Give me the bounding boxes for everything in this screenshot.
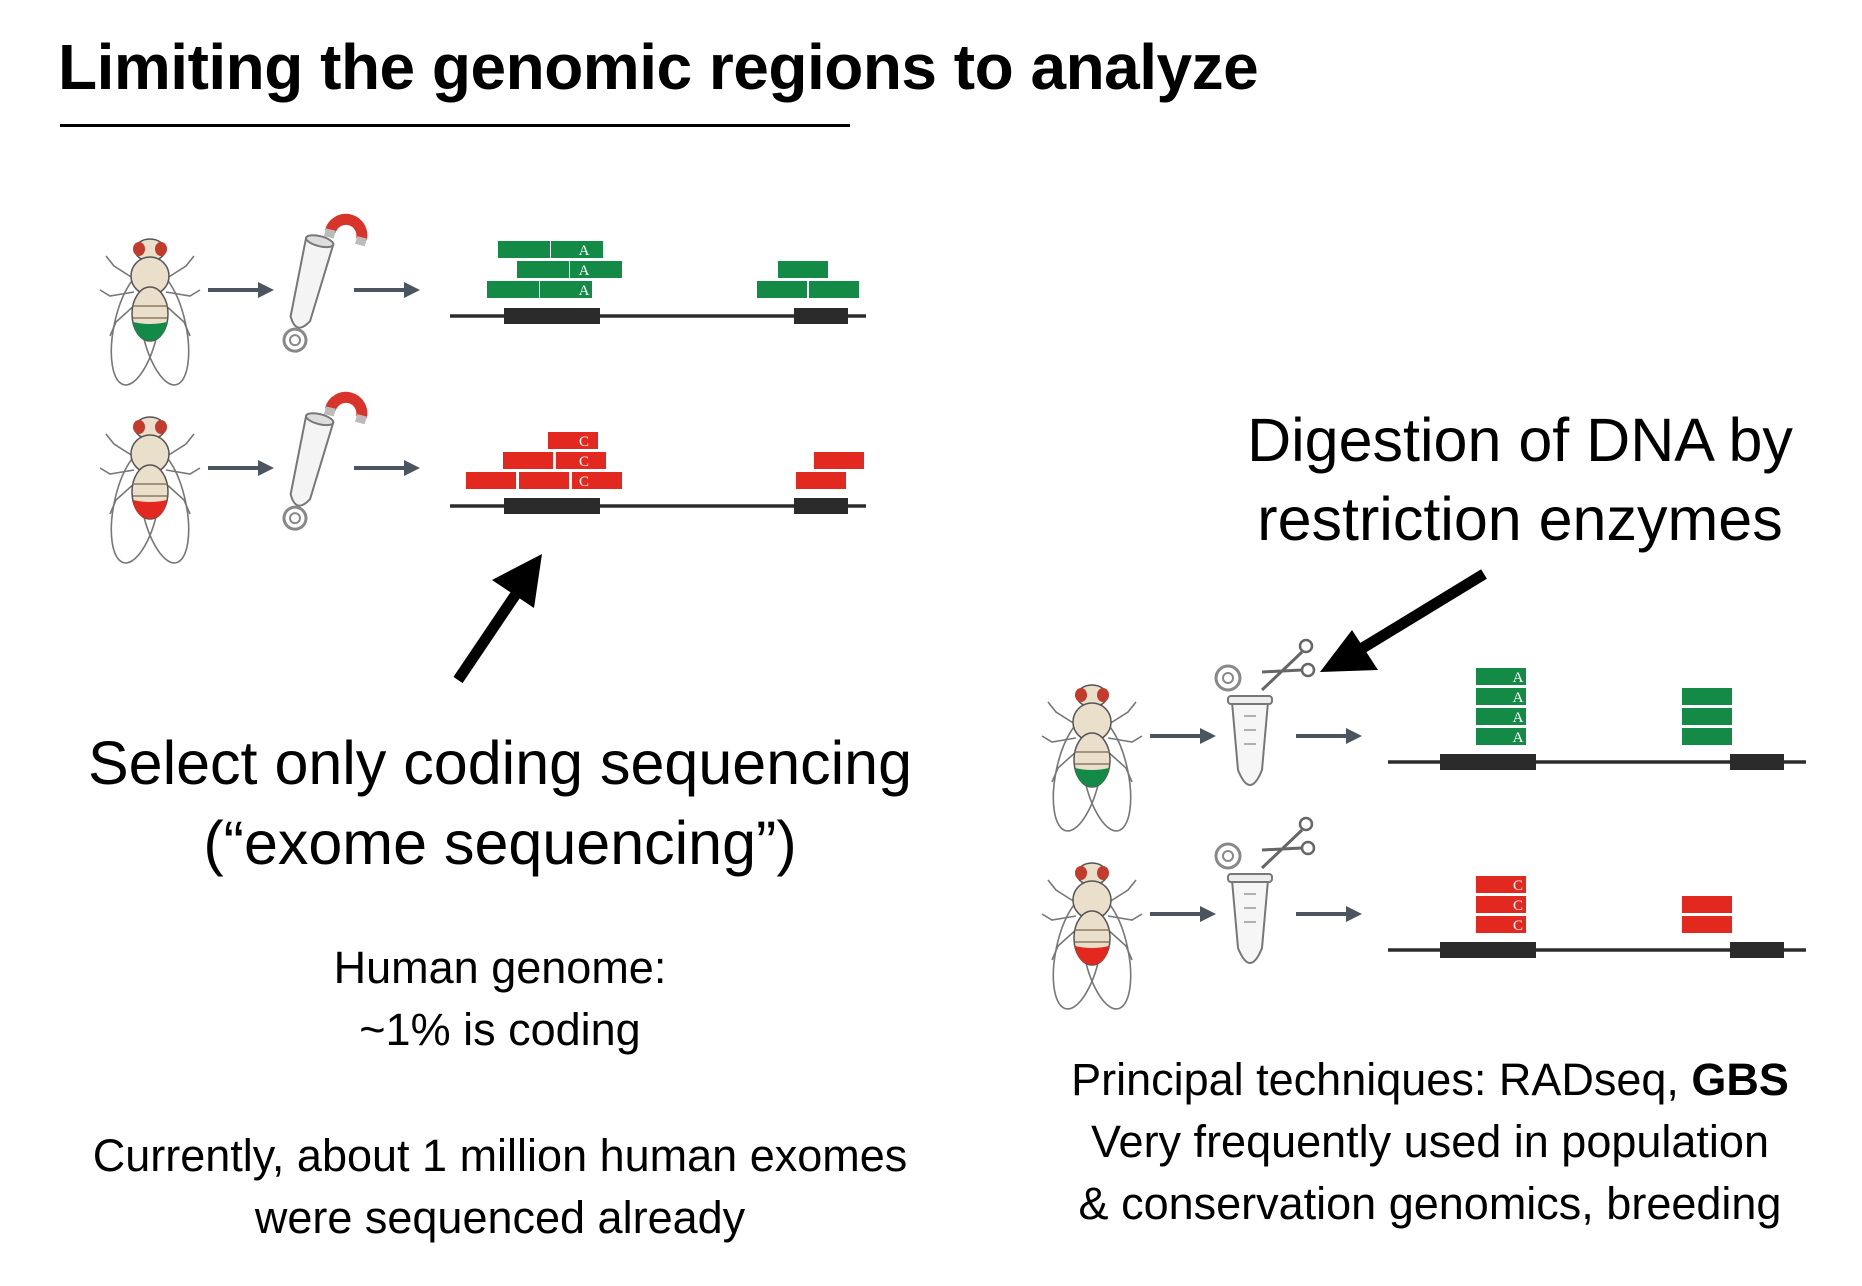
- techniques-line2: Very frequently used in population: [1091, 1116, 1769, 1167]
- allele-label: A: [579, 243, 590, 259]
- allele-label: A: [579, 283, 590, 299]
- exome-row-green: A A A: [99, 211, 866, 391]
- arrow-icon: [1294, 904, 1364, 924]
- exon: [504, 498, 600, 514]
- exon: [794, 498, 848, 514]
- exome-count-line1: Currently, about 1 million human exomes: [92, 1130, 908, 1181]
- allele-label: A: [579, 263, 590, 279]
- allele-label: A: [1513, 670, 1524, 686]
- allele-label: A: [1513, 730, 1524, 746]
- exon: [504, 308, 600, 324]
- techniques-line3: & conservation genomics, breeding: [1078, 1178, 1782, 1229]
- exome-count-line2: were sequenced already: [254, 1192, 746, 1243]
- exon: [1730, 754, 1784, 770]
- exon: [794, 308, 848, 324]
- allele-label: C: [1513, 918, 1523, 934]
- genome-note-line2: ~1% is coding: [359, 1004, 641, 1055]
- tube-with-magnet-icon: [279, 389, 370, 540]
- exome-heading-line1: Select only coding sequencing: [87, 729, 913, 797]
- techniques-gbs: GBS: [1691, 1054, 1789, 1105]
- arrow-icon: [352, 280, 422, 300]
- title-underline: [60, 124, 850, 127]
- arrow-icon: [1148, 904, 1218, 924]
- exon: [1440, 942, 1536, 958]
- digestion-pointer-arrow: [1320, 569, 1487, 672]
- fly-icon: [99, 238, 201, 391]
- fly-icon: [1041, 684, 1143, 837]
- arrow-icon: [352, 458, 422, 478]
- exome-pointer-arrow: [453, 554, 542, 684]
- arrow-icon: [1148, 726, 1218, 746]
- fly-icon: [1041, 862, 1143, 1015]
- arrow-icon: [206, 280, 276, 300]
- digest-row-red: C C C: [1041, 816, 1806, 1015]
- green-reads: [487, 241, 859, 298]
- exome-heading-line2: (“exome sequencing”): [203, 809, 797, 877]
- allele-label: C: [579, 474, 589, 490]
- arrow-icon: [206, 458, 276, 478]
- tube-with-scissors-icon: [1214, 638, 1316, 787]
- fly-icon: [99, 416, 201, 569]
- arrow-icon: [1294, 726, 1364, 746]
- genome-note-line1: Human genome:: [333, 942, 667, 993]
- allele-label: A: [1513, 710, 1524, 726]
- red-reads: [466, 432, 864, 489]
- allele-label: C: [1513, 878, 1523, 894]
- digestion-heading-line1: Digestion of DNA by: [1247, 406, 1793, 474]
- exome-row-red: C C C: [99, 389, 866, 569]
- exon: [1730, 942, 1784, 958]
- allele-label: C: [579, 454, 589, 470]
- tube-with-magnet-icon: [279, 211, 370, 362]
- red-reads: [1476, 876, 1732, 933]
- techniques-prefix: Principal techniques: RADseq,: [1071, 1054, 1692, 1105]
- green-reads: [1476, 668, 1732, 745]
- allele-label: C: [579, 434, 589, 450]
- digest-row-green: A A A A: [1041, 638, 1806, 837]
- techniques-line1: Principal techniques: RADseq, GBS: [990, 1054, 1862, 1106]
- digestion-heading-line2: restriction enzymes: [1257, 485, 1783, 553]
- tube-with-scissors-icon: [1214, 816, 1316, 965]
- allele-label: C: [1513, 898, 1523, 914]
- slide-title: Limiting the genomic regions to analyze: [58, 31, 1259, 103]
- exon: [1440, 754, 1536, 770]
- allele-label: A: [1513, 690, 1524, 706]
